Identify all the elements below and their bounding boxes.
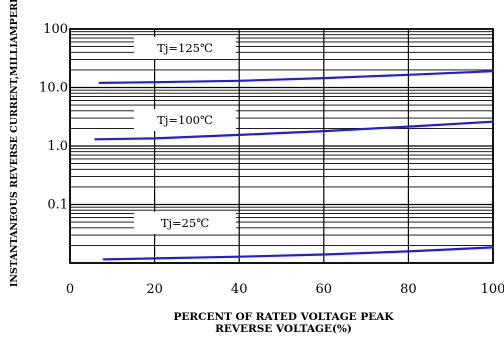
series-line-0 (100, 71, 493, 83)
x-tick-label: 100 (481, 282, 504, 297)
grid (70, 29, 493, 263)
curve-label-0: Tj=125℃ (157, 41, 213, 55)
y-axis-title: INSTANTANEOUS REVERSE CURRENT,MILLIAMPER… (9, 0, 20, 287)
x-tick-label: 0 (66, 282, 74, 297)
x-tick-label: 20 (146, 282, 163, 297)
y-tick-label: 10.0 (39, 81, 68, 96)
series-line-2 (104, 247, 493, 259)
curve-label-2: Tj=25℃ (161, 216, 210, 230)
y-tick-label: 1.0 (47, 139, 68, 154)
x-tick-label: 80 (400, 282, 417, 297)
x-tick-label: 40 (231, 282, 248, 297)
x-axis-title: PERCENT OF RATED VOLTAGE PEAK (173, 311, 394, 323)
x-tick-label: 60 (316, 282, 333, 297)
y-tick-label: 0.1 (47, 198, 68, 213)
y-tick-label: 100 (43, 22, 68, 37)
curve-label-1: Tj=100℃ (157, 113, 213, 127)
x-axis-title: REVERSE VOLTAGE(%) (215, 323, 352, 335)
